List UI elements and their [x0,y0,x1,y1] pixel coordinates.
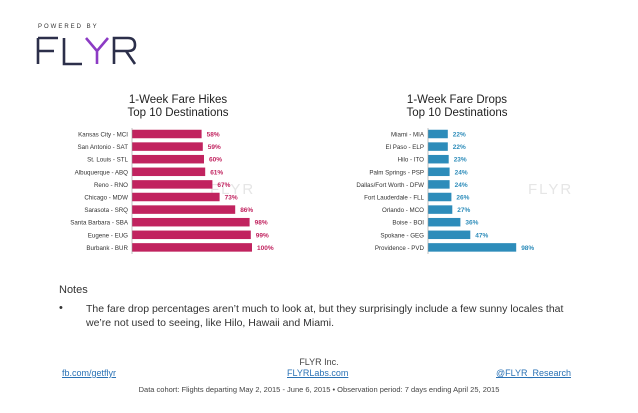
watermark-text: FLYR [528,181,573,198]
bar [428,217,461,227]
category-label: Boise - BOI [392,220,424,227]
bar [132,192,220,202]
drops-bar-chart: FLYR Miami - MIA 22% El Paso - ELP 22% Hilo -… [356,128,573,254]
value-label: 22% [453,132,466,139]
category-label: Dallas/Fort Worth - DFW [356,182,424,189]
category-label: St. Louis - STL [87,157,128,164]
value-label: 60% [209,157,222,164]
category-label: San Antonio - SAT [78,144,129,151]
value-label: 24% [455,182,468,189]
value-label: 26% [456,195,469,202]
bar [132,154,204,164]
bar [132,129,202,139]
bar [428,167,450,177]
watermark-text: FLYR [210,181,255,198]
value-label: 86% [240,207,253,214]
value-label: 47% [475,232,488,239]
value-label: 99% [256,232,269,239]
category-label: Sarasota - SRQ [84,207,128,214]
value-label: 59% [208,144,221,151]
value-label: 58% [207,132,220,139]
bar [428,154,449,164]
category-label: Santa Barbara - SBA [70,220,129,227]
bar [132,180,213,189]
value-label: 67% [217,182,230,189]
value-label: 27% [457,207,470,214]
bar [132,167,206,177]
footer-company: FLYR Inc. [299,357,339,367]
bar [428,180,450,189]
drops-title: 1-Week Fare Drops [406,94,508,106]
bar [132,217,250,227]
twitter-link[interactable]: @FLYR_Research [496,368,571,378]
value-label: 22% [453,144,466,151]
category-label: Eugene - EUG [88,232,128,239]
value-label: 100% [257,245,274,252]
value-label: 61% [210,169,223,176]
category-label: Miami - MIA [391,132,425,139]
category-label: Chicago - MDW [84,195,128,202]
notes-bullet: • [59,302,63,314]
hikes-bar-chart: FLYR Kansas City - MCI 58% San Antonio - SA… [70,128,274,254]
category-label: Fort Lauderdale - FLL [364,195,424,202]
category-label: Hilo - ITO [398,157,425,164]
drops-chart-title: 1-Week Fare Drops Top 10 Destinations [382,94,532,120]
bar [428,129,448,139]
powered-by-label: POWERED BY [38,24,99,30]
hikes-subtitle: Top 10 Destinations [127,107,229,119]
bar [428,205,453,214]
hikes-title: 1-Week Fare Hikes [128,94,228,106]
category-label: Reno - RNO [94,182,128,189]
bar [132,205,236,214]
flyr-logo [36,36,137,66]
value-label: 73% [225,195,238,202]
bar [132,243,252,252]
category-label: Burbank - BUR [86,245,128,252]
hikes-chart-title: 1-Week Fare Hikes Top 10 Destinations [98,94,258,120]
notes-heading: Notes [59,284,88,296]
value-label: 98% [255,220,268,227]
category-label: El Paso - ELP [385,144,424,151]
category-label: Albuquerque - ABQ [75,169,129,176]
value-label: 24% [455,169,468,176]
category-label: Palm Springs - PSP [369,169,424,176]
category-label: Spokane - GEG [380,232,424,239]
bar [428,142,448,151]
data-cohort-note: Data cohort: Flights departing May 2, 20… [138,385,500,394]
bar [428,192,452,202]
value-label: 36% [465,220,478,227]
website-link[interactable]: FLYRLabs.com [287,368,349,378]
value-label: 98% [521,245,534,252]
value-label: 23% [454,157,467,164]
notes-text: The fare drop percentages aren’t much to… [86,303,564,329]
category-label: Providence - PVD [375,245,425,252]
facebook-link[interactable]: fb.com/getflyr [62,368,117,378]
drops-subtitle: Top 10 Destinations [406,107,508,119]
bar [132,142,203,151]
bar [428,243,517,252]
bar [132,230,251,240]
bar [428,230,471,240]
category-label: Orlando - MCO [382,207,424,214]
category-label: Kansas City - MCI [78,132,128,139]
